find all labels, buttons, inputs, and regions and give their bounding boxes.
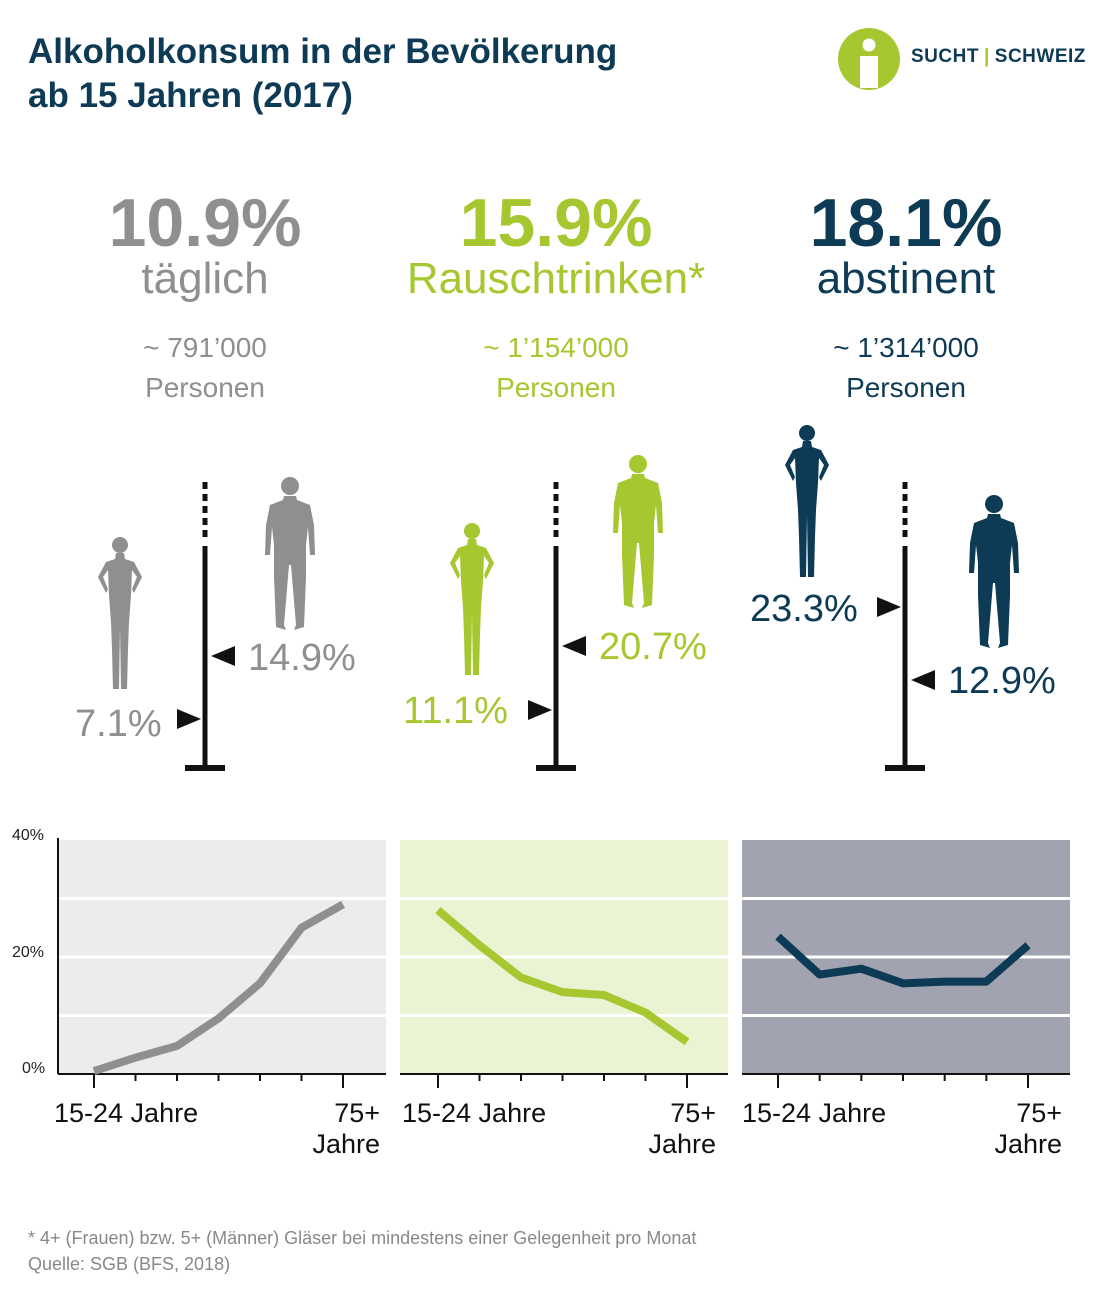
title-line-2: ab 15 Jahren (2017) <box>28 76 353 115</box>
stat-label: täglich <box>141 254 269 303</box>
man-icon <box>265 477 315 630</box>
y-tick-label: 20% <box>12 944 45 961</box>
logo-divider: | <box>983 46 990 67</box>
stat-abstinent: 18.1% abstinent ~ 1’314’000 Personen <box>736 188 1076 406</box>
stat-count: ~ 791’000 <box>143 332 267 363</box>
stat-label: Rauschtrinken* <box>406 254 706 303</box>
footnote: * 4+ (Frauen) bzw. 5+ (Männer) Gläser be… <box>28 1228 697 1248</box>
women-percent-abstinent: 23.3% <box>750 588 858 630</box>
women-marker-arrow <box>528 700 552 720</box>
women-marker-arrow <box>177 709 201 729</box>
women-percent-taeglich: 7.1% <box>75 703 162 745</box>
men-marker-arrow <box>562 636 586 656</box>
woman-icon <box>785 425 829 577</box>
stat-persons: Personen <box>846 372 966 403</box>
woman-icon <box>450 523 494 675</box>
logo-person-icon <box>838 28 900 90</box>
women-percent-rauschtrinken: 11.1% <box>403 690 508 732</box>
logo-text-right: SCHWEIZ <box>994 46 1086 67</box>
stat-percent: 10.9% <box>108 185 302 261</box>
ruler-abstinent <box>885 482 925 771</box>
men-percent-abstinent: 12.9% <box>948 660 1056 702</box>
ruler-taeglich <box>185 482 225 771</box>
source: Quelle: SGB (BFS, 2018) <box>28 1254 231 1274</box>
stat-percent: 18.1% <box>809 185 1003 261</box>
x-label-last: 75+ Jahre <box>994 1098 1062 1159</box>
man-icon <box>969 495 1019 648</box>
stat-count: ~ 1’314’000 <box>833 332 979 363</box>
x-label-first: 15-24 Jahre <box>402 1098 547 1128</box>
logo-wordmark: SUCHT | SCHWEIZ <box>911 46 1086 68</box>
x-label-first: 15-24 Jahre <box>54 1098 199 1128</box>
age-line-charts <box>57 838 1070 1088</box>
title-line-1: Alkoholkonsum in der Bevölkerung <box>28 32 618 71</box>
stat-percent: 15.9% <box>459 185 653 261</box>
gender-graphic <box>98 425 1019 771</box>
stat-persons: Personen <box>496 372 616 403</box>
stat-label: abstinent <box>816 254 996 303</box>
x-label-last: 75+ Jahre <box>312 1098 380 1159</box>
stat-rauschtrinken: 15.9% Rauschtrinken* ~ 1’154’000 Persone… <box>386 188 726 406</box>
y-tick-label: 40% <box>12 827 45 844</box>
man-icon <box>613 455 663 608</box>
stat-count: ~ 1’154’000 <box>483 332 629 363</box>
men-marker-arrow <box>211 646 235 666</box>
men-marker-arrow <box>911 670 935 690</box>
stat-taeglich: 10.9% täglich ~ 791’000 Personen <box>35 188 375 406</box>
ruler-rauschtrinken <box>536 482 576 771</box>
woman-icon <box>98 537 142 689</box>
x-label-first: 15-24 Jahre <box>742 1098 887 1128</box>
y-tick-label: 0% <box>22 1060 46 1077</box>
women-marker-arrow <box>877 597 901 617</box>
footnote-block: * 4+ (Frauen) bzw. 5+ (Männer) Gläser be… <box>28 1225 696 1277</box>
sucht-schweiz-logo: SUCHT | SCHWEIZ <box>838 28 1088 90</box>
men-percent-rauschtrinken: 20.7% <box>599 626 707 668</box>
men-percent-taeglich: 14.9% <box>248 637 356 679</box>
page-title: Alkoholkonsum in der Bevölkerung ab 15 J… <box>28 30 808 118</box>
stat-persons: Personen <box>145 372 265 403</box>
x-label-last: 75+ Jahre <box>648 1098 716 1159</box>
logo-text-left: SUCHT <box>911 46 979 67</box>
